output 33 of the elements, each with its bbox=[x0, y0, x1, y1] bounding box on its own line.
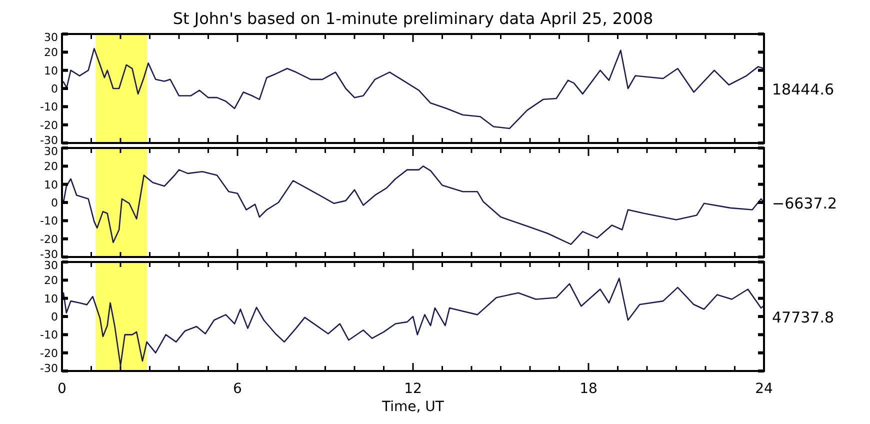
y-tick-label: -20 bbox=[40, 346, 58, 360]
text: 47737.8 bbox=[772, 308, 834, 326]
y-tick-label: 10 bbox=[44, 292, 58, 306]
y-tick-label: 30 bbox=[44, 145, 58, 158]
x-tick-label: 24 bbox=[755, 381, 773, 397]
y-tick-label: 0 bbox=[51, 310, 58, 324]
x-tick-label: 6 bbox=[233, 381, 242, 397]
line-series bbox=[61, 48, 765, 130]
y-tick-label: -20 bbox=[40, 118, 58, 132]
y-tick-label: -20 bbox=[40, 232, 58, 246]
y-tick-label: -30 bbox=[40, 134, 58, 147]
y-tick-label: 0 bbox=[51, 82, 58, 96]
x-tick-label: 18 bbox=[580, 381, 598, 397]
y-tick-label: -10 bbox=[40, 100, 58, 114]
y-tick-label: -30 bbox=[40, 362, 58, 375]
y-tick-label: 20 bbox=[44, 274, 58, 288]
y-tick-label: -10 bbox=[40, 328, 58, 342]
line-series bbox=[61, 278, 765, 366]
x-axis-title: Time, UT bbox=[381, 399, 444, 415]
y-tick-label: -10 bbox=[40, 214, 58, 228]
y-tick-label: 20 bbox=[44, 160, 58, 174]
y-tick-label: 30 bbox=[44, 259, 58, 272]
y-tick-label: -30 bbox=[40, 248, 58, 261]
chart-title: St John's based on 1-minute preliminary data April 25, 2008 bbox=[172, 9, 654, 28]
y-tick-label: 20 bbox=[44, 46, 58, 60]
y-tick-label: 10 bbox=[44, 64, 58, 78]
y-tick-label: 10 bbox=[44, 178, 58, 192]
y-tick-label: 30 bbox=[44, 31, 58, 44]
line-series bbox=[61, 166, 765, 245]
x-tick-label: 12 bbox=[404, 381, 422, 397]
text: 18444.6 bbox=[772, 80, 834, 98]
y-tick-label: 0 bbox=[51, 196, 58, 210]
text: −6637.2 bbox=[772, 194, 838, 212]
